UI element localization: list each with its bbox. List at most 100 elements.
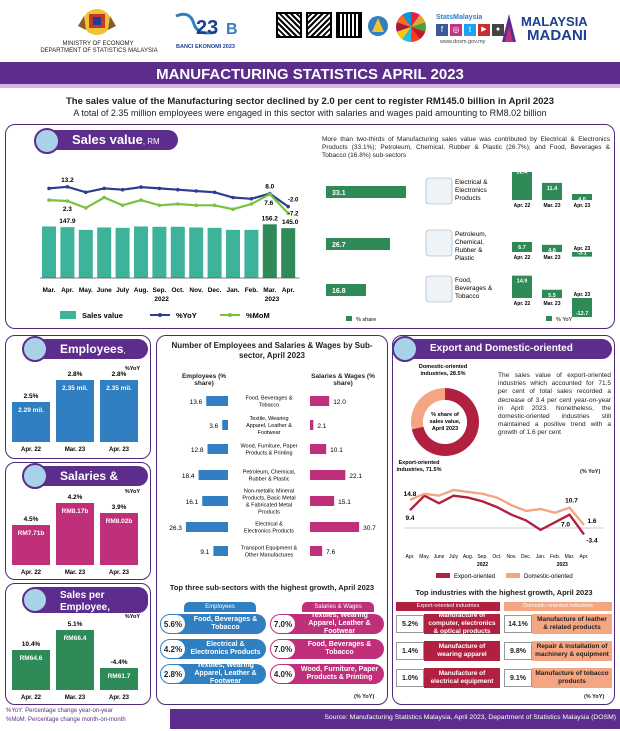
top-ind-item: 9.1% Manufacture of tobacco products bbox=[504, 668, 612, 688]
youtube-icon[interactable]: ▶ bbox=[478, 24, 490, 36]
salaries-icon bbox=[22, 463, 48, 489]
top3-pct: 4.2% bbox=[161, 640, 185, 658]
metric-growth: 4.5% bbox=[24, 516, 39, 523]
top-ind-pct: 9.8% bbox=[504, 642, 532, 660]
top-ind-pct: 5.2% bbox=[396, 615, 424, 633]
top-ind-label: Manufacture of computer, electronics & o… bbox=[424, 612, 500, 635]
share-label: 26.7 bbox=[332, 242, 346, 249]
employee-value: 18.4 bbox=[182, 473, 195, 480]
employees-heading: Employees, persons bbox=[26, 339, 148, 377]
legend-sales-swatch bbox=[60, 311, 76, 319]
sales-x-label: July bbox=[116, 287, 129, 294]
subsector-label: Rubber & Plastic bbox=[249, 477, 290, 483]
salary-value: 10.1 bbox=[330, 447, 343, 454]
top3-item: 2.8% Textiles, Wearing Apparel, Leather &… bbox=[160, 664, 266, 684]
metric-value: RM66.4 bbox=[64, 635, 87, 642]
top-ind-pct: 9.1% bbox=[504, 669, 532, 687]
headline-2: A total of 2.35 million employees were e… bbox=[73, 108, 547, 118]
subsector-name: Electronics bbox=[455, 187, 488, 194]
top3-item: 7.0% Textiles, Wearing Apparel, Leather &… bbox=[270, 614, 384, 634]
salary-bar bbox=[310, 396, 330, 406]
sales-x-label: Aug. bbox=[134, 287, 149, 294]
top3-item: 7.0% Food, Beverages & Tobacco bbox=[270, 639, 384, 659]
yoy-caption: %YoY bbox=[125, 366, 141, 372]
metric-bar bbox=[100, 513, 138, 565]
salary-value: 22.1 bbox=[349, 473, 362, 480]
mom-line-point bbox=[231, 207, 235, 211]
sales-bar bbox=[281, 228, 296, 278]
top3-label: Food, Beverages & Tobacco bbox=[193, 616, 258, 631]
yoy-caption: %YoY bbox=[125, 489, 141, 495]
yoy-line-point bbox=[84, 190, 88, 195]
top3-title: Top three sub-sectors with the highest g… bbox=[169, 583, 375, 592]
yoy-bar bbox=[572, 194, 592, 200]
employee-value: 26.3 bbox=[169, 525, 182, 532]
share-label: 33.1 bbox=[332, 190, 346, 197]
mom-line-point bbox=[157, 203, 162, 208]
yoy-line-point bbox=[286, 204, 291, 209]
export-line-chart: Apr. May. June July Aug. Sep. Oct. Nov. Dec. Jan.… bbox=[404, 488, 604, 580]
facebook-icon[interactable]: f bbox=[436, 24, 448, 36]
legend-yoy-dot bbox=[158, 313, 162, 317]
dom-data-label: 14.8 bbox=[404, 491, 417, 498]
top-ind-item: 9.8% Repair & installation of machinery &… bbox=[504, 641, 612, 661]
yoy-bar bbox=[542, 244, 562, 252]
subsector-label: Textile, Wearing bbox=[249, 416, 288, 422]
sales-x-label: Sep. bbox=[153, 287, 167, 294]
mom-line-point bbox=[139, 198, 143, 202]
instagram-icon[interactable]: ◎ bbox=[450, 24, 462, 36]
sales-x-label: Dec. bbox=[208, 287, 222, 294]
employee-bar bbox=[213, 546, 228, 556]
legend-export-swatch bbox=[436, 573, 450, 578]
top-ind-item: 1.0% Manufacture of electrical equipment bbox=[396, 668, 500, 688]
twitter-icon[interactable]: t bbox=[464, 24, 476, 36]
yoy-line-point bbox=[102, 186, 106, 191]
sales-chart: Mar. Apr. May. June July Aug. Sep. Oct. Nov. Dec.… bbox=[40, 177, 300, 320]
metric-growth: -4.4% bbox=[111, 659, 128, 666]
pie-center-text: % share of bbox=[431, 412, 459, 418]
domestic-line bbox=[409, 488, 585, 526]
top3-pct: 2.8% bbox=[161, 665, 185, 683]
subsector-icon bbox=[425, 229, 453, 257]
yoy-line-point bbox=[249, 197, 254, 201]
export-icon bbox=[392, 336, 418, 362]
top-ind-label: Manufacture of tobacco products bbox=[532, 668, 612, 688]
yoy-bar-label: 11.4 bbox=[547, 186, 558, 192]
top-ind-label: Repair & installation of machinery & equ… bbox=[532, 641, 612, 661]
sales-heading-text: Sales value bbox=[72, 132, 143, 147]
web-icon[interactable]: ● bbox=[492, 24, 504, 36]
sales-bar bbox=[97, 227, 112, 278]
subsector-label: Products bbox=[258, 510, 280, 516]
footnote-mom: %MoM: Percentage change month-on-month bbox=[6, 717, 126, 723]
top3-pct: 7.0% bbox=[271, 615, 295, 633]
salary-value: 2.1 bbox=[317, 423, 326, 430]
top-ind-item: 5.2% Manufacture of computer, electronics… bbox=[396, 612, 500, 635]
subsector-name: Plastic bbox=[455, 255, 475, 262]
sales-bar bbox=[42, 226, 56, 278]
qr-code-icon bbox=[276, 12, 302, 38]
employee-value: 9.1 bbox=[200, 549, 209, 556]
salary-bar bbox=[310, 496, 335, 506]
yoy-x-label: Apr. 22 bbox=[514, 255, 531, 261]
subsector-label: Other Manufactures bbox=[245, 553, 294, 559]
mom-line-point bbox=[47, 198, 51, 202]
yoy-bar-label: 4.0 bbox=[578, 197, 586, 203]
subsector-chart: 13.6 12.0 Food, Beverages &Tobacco 3.6 2.1 Te… bbox=[169, 396, 376, 559]
yoy-bar bbox=[542, 182, 562, 200]
metric-x-label: Apr. 22 bbox=[21, 447, 42, 453]
yoy-bar bbox=[512, 241, 532, 252]
top-ind-pct: 1.4% bbox=[396, 642, 424, 660]
metric-value: 2.35 mil. bbox=[62, 385, 88, 392]
metric-bar bbox=[12, 402, 50, 442]
subsector-label: Footwear bbox=[258, 430, 281, 436]
sales-bar bbox=[152, 226, 167, 278]
sales-x-label: Feb. bbox=[245, 287, 259, 294]
banci-ekonomi-logo: 23 B bbox=[172, 12, 268, 46]
sales-bar bbox=[134, 226, 148, 278]
headline: The sales value of the Manufacturing sec… bbox=[66, 96, 554, 107]
top-ind-label: Manufacture of wearing apparel bbox=[424, 641, 500, 661]
madani-text-2: MADANI bbox=[527, 27, 587, 44]
yoy-line-point bbox=[157, 186, 162, 191]
